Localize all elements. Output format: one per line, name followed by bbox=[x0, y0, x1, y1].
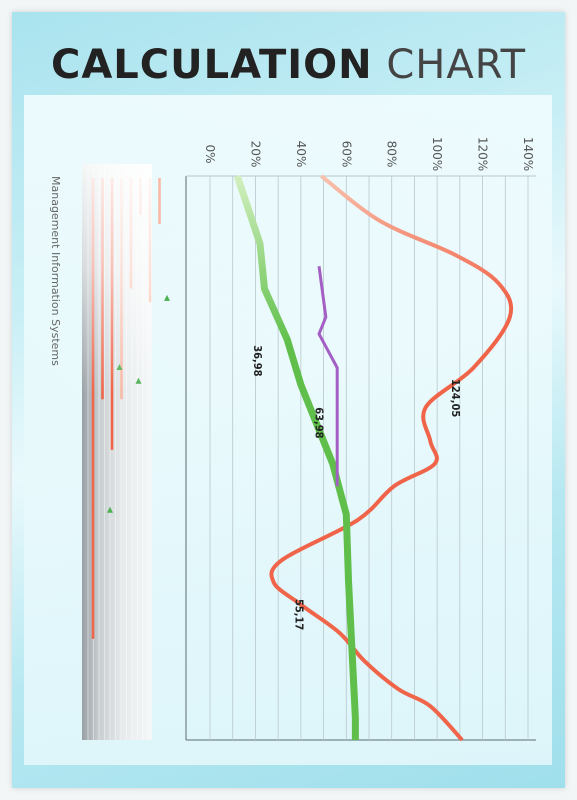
tick-label: 120% bbox=[476, 137, 490, 171]
series-green-line bbox=[233, 174, 359, 740]
series bbox=[233, 174, 514, 742]
title-light: CHART bbox=[372, 42, 527, 88]
data-label-green: 36,98 bbox=[251, 345, 264, 376]
tick-label: 100% bbox=[430, 137, 444, 171]
tick-label: 140% bbox=[521, 137, 535, 171]
tick-label: 60% bbox=[339, 141, 353, 168]
data-label-green: 55,17 bbox=[292, 599, 305, 630]
series-purple-line bbox=[317, 266, 339, 487]
mini-bar-strip bbox=[82, 164, 170, 740]
tick-label: 40% bbox=[294, 141, 308, 168]
title-bold: CALCULATION bbox=[50, 42, 373, 88]
tick-label: 20% bbox=[248, 141, 262, 168]
data-labels: 124,05 36,98 55,17 63,98 bbox=[251, 345, 462, 630]
strip-fade bbox=[82, 164, 152, 740]
side-label: Management Information Systems bbox=[49, 176, 62, 366]
tick-label: 80% bbox=[385, 141, 399, 168]
value-ticks: 0% 20% 40% 60% 80% 100% 120% 140% bbox=[203, 137, 535, 171]
series-orange-line bbox=[269, 174, 514, 742]
data-label-purple: 63,98 bbox=[312, 407, 325, 438]
mini-marker-icon bbox=[164, 294, 170, 301]
tick-label: 0% bbox=[203, 144, 217, 163]
data-label-orange: 124,05 bbox=[449, 379, 462, 417]
grid bbox=[185, 175, 536, 741]
chart-title: CALCULATION CHART bbox=[0, 42, 577, 88]
